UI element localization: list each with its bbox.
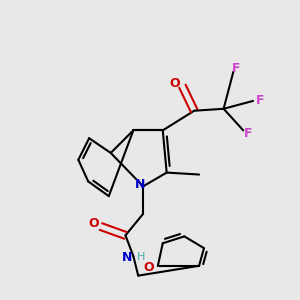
- Text: H: H: [136, 253, 145, 262]
- Text: F: F: [243, 127, 252, 140]
- Text: O: O: [88, 217, 99, 230]
- Text: O: O: [170, 77, 180, 90]
- Text: N: N: [122, 251, 133, 264]
- Text: N: N: [135, 178, 146, 191]
- Text: F: F: [256, 94, 265, 107]
- Text: F: F: [232, 62, 241, 75]
- Text: O: O: [144, 261, 154, 274]
